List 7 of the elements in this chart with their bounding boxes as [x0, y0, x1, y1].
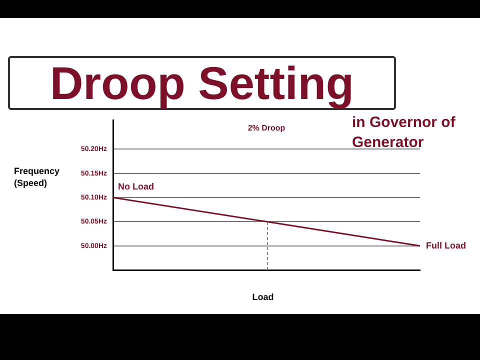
data-label: Full Load	[426, 240, 466, 250]
x-axis-title: Load	[251, 292, 275, 302]
chart-title: Droop Setting	[8, 56, 396, 110]
y-axis-title: Frequency (Speed)	[14, 165, 61, 189]
data-label: No Load	[118, 182, 154, 192]
annotation: 2% Droop	[248, 123, 286, 132]
chart-subtitle: in Governor of Generator	[352, 113, 456, 153]
